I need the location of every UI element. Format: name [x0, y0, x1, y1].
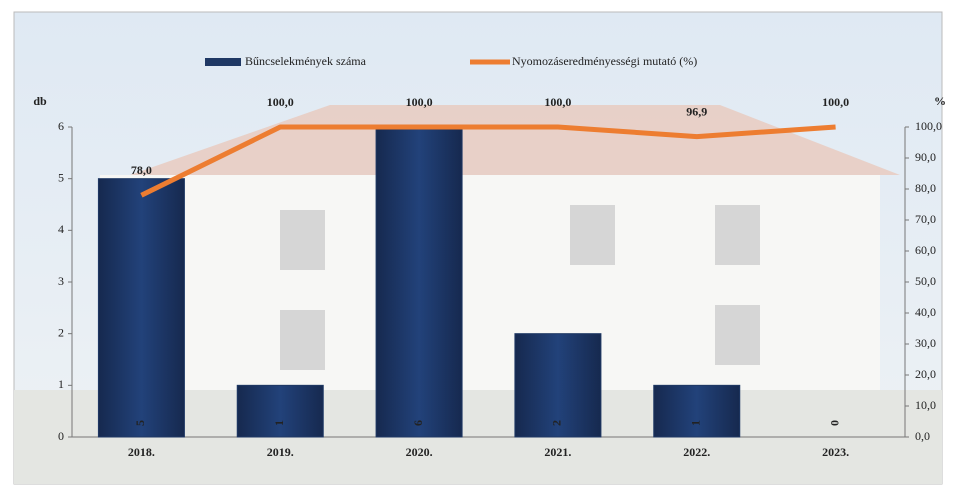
line-value-label: 78,0 — [131, 163, 152, 177]
legend-label: Nyomozáseredményességi mutató (%) — [512, 54, 697, 68]
bar — [653, 384, 741, 438]
bar — [514, 333, 602, 438]
y2-tick-label: 70,0 — [915, 212, 936, 226]
line-value-label: 100,0 — [544, 95, 571, 109]
bar-value-label: 1 — [689, 420, 703, 426]
y2-tick-label: 90,0 — [915, 150, 936, 164]
x-tick-label: 2022. — [683, 445, 710, 459]
x-tick-label: 2018. — [128, 445, 155, 459]
y2-tick-label: 0,0 — [915, 429, 930, 443]
y-tick-label: 2 — [58, 325, 64, 339]
bar — [236, 384, 324, 438]
y-tick-label: 3 — [58, 274, 64, 288]
y2-axis-label: % — [934, 94, 946, 108]
y-tick-label: 0 — [58, 429, 64, 443]
x-tick-label: 2019. — [267, 445, 294, 459]
y-tick-label: 4 — [58, 222, 64, 236]
y-tick-label: 6 — [58, 119, 64, 133]
y2-tick-label: 50,0 — [915, 274, 936, 288]
y-tick-label: 1 — [58, 377, 64, 391]
bar-value-label: 1 — [272, 420, 286, 426]
bar-value-label: 5 — [133, 420, 147, 426]
line-value-label: 96,9 — [686, 104, 707, 118]
x-tick-label: 2021. — [544, 445, 571, 459]
y2-tick-label: 40,0 — [915, 305, 936, 319]
bar-value-label: 2 — [550, 420, 564, 426]
y-axis-label: db — [33, 94, 47, 108]
bar-value-label: 0 — [827, 420, 841, 426]
y2-tick-label: 100,0 — [915, 119, 942, 133]
x-tick-label: 2020. — [406, 445, 433, 459]
y2-tick-label: 30,0 — [915, 336, 936, 350]
legend-swatch — [205, 58, 241, 66]
y2-tick-label: 60,0 — [915, 243, 936, 257]
y-tick-label: 5 — [58, 170, 64, 184]
bar-value-label: 6 — [411, 420, 425, 426]
legend-label: Bűncselekmények száma — [245, 54, 367, 68]
line-value-label: 100,0 — [267, 95, 294, 109]
line — [140, 124, 836, 198]
y2-tick-label: 20,0 — [915, 367, 936, 381]
line-value-label: 100,0 — [406, 95, 433, 109]
bar — [97, 178, 185, 438]
y2-tick-label: 80,0 — [915, 181, 936, 195]
y2-tick-label: 10,0 — [915, 398, 936, 412]
bar — [375, 126, 463, 438]
x-tick-label: 2023. — [822, 445, 849, 459]
line-value-label: 100,0 — [822, 95, 849, 109]
